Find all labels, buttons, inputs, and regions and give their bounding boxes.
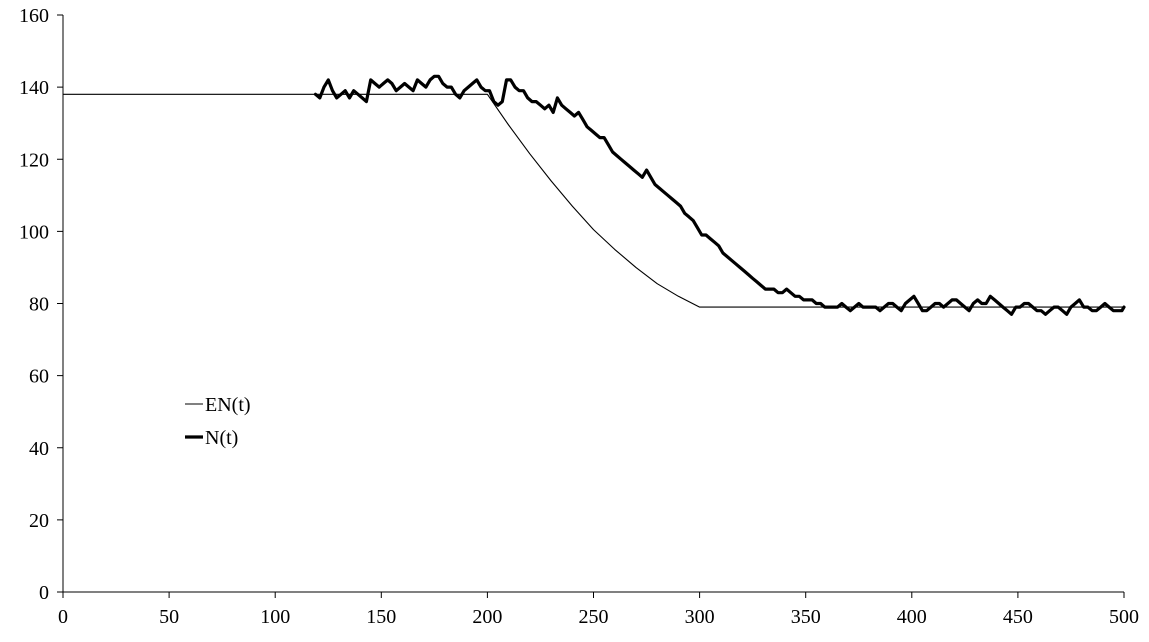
x-tick-label: 50 <box>159 606 179 628</box>
y-tick-label: 80 <box>29 294 49 316</box>
x-tick-label: 350 <box>791 606 821 628</box>
y-tick-label: 20 <box>29 510 49 532</box>
x-tick-label: 150 <box>366 606 396 628</box>
x-tick-label: 300 <box>685 606 715 628</box>
x-tick-label: 250 <box>579 606 609 628</box>
y-axis-ticks: 0 20 40 60 80 100 120 140 160 <box>19 5 63 604</box>
plot-area: 0 20 40 60 80 100 120 140 160 0 50 100 150 200 250 300… <box>19 5 1139 628</box>
legend-label-en: EN(t) <box>205 394 251 416</box>
y-tick-label: 140 <box>19 77 49 99</box>
x-tick-label: 0 <box>58 606 68 628</box>
series-line-en <box>62 93 1125 308</box>
x-tick-label: 450 <box>1003 606 1033 628</box>
x-tick-label: 200 <box>472 606 502 628</box>
legend: EN(t) N(t) <box>185 394 251 449</box>
y-tick-label: 160 <box>19 5 49 27</box>
y-tick-label: 0 <box>39 582 49 604</box>
x-tick-label: 400 <box>897 606 927 628</box>
y-tick-label: 60 <box>29 366 49 388</box>
series-layer <box>62 74 1126 316</box>
x-axis-ticks: 0 50 100 150 200 250 300 350 400 450 500 <box>58 592 1139 628</box>
x-tick-label: 100 <box>260 606 290 628</box>
y-tick-label: 100 <box>19 221 49 243</box>
y-tick-label: 120 <box>19 149 49 171</box>
x-tick-label: 500 <box>1109 606 1139 628</box>
y-tick-label: 40 <box>29 438 49 460</box>
series-line-n <box>313 74 1126 316</box>
legend-label-n: N(t) <box>205 427 238 449</box>
